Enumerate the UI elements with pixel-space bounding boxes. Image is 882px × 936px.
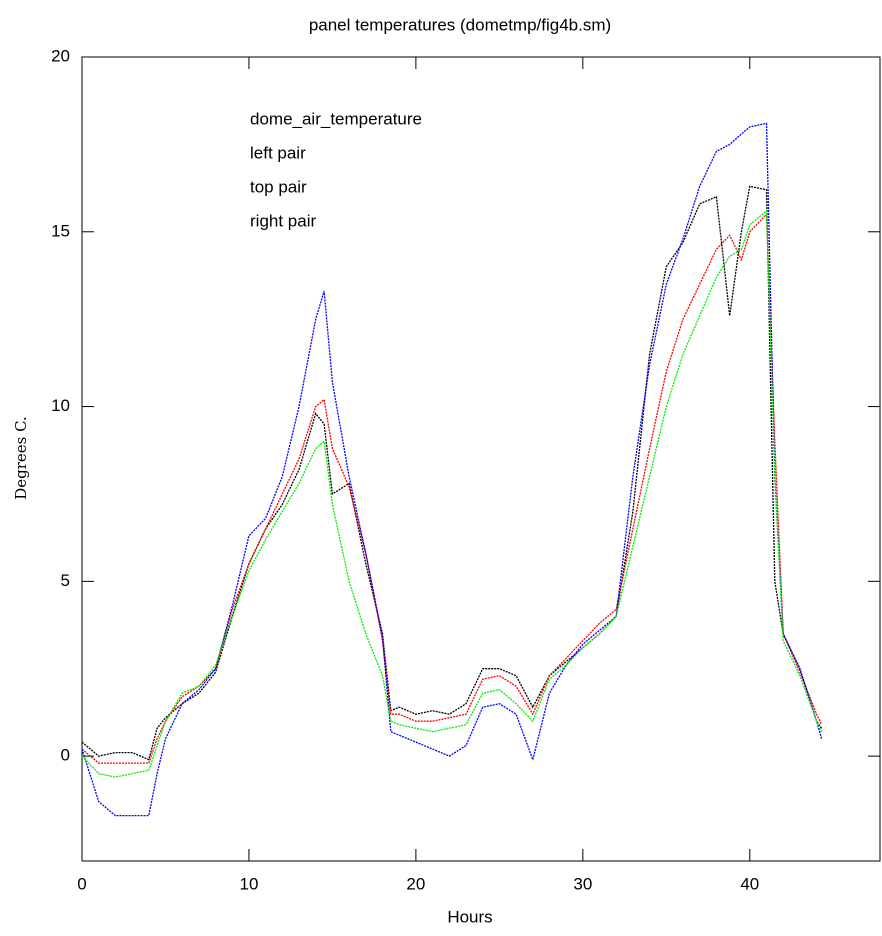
y-tick-label: 10 (51, 396, 70, 415)
x-axis-label: Hours (447, 907, 492, 926)
y-tick-label: 0 (61, 746, 70, 765)
legend-entry: top pair (250, 177, 307, 196)
chart-title: panel temperatures (dometmp/fig4b.sm) (309, 15, 611, 34)
y-tick-label: 20 (51, 46, 70, 65)
series-line (81, 122, 823, 817)
y-axis-label: Degrees C. (12, 416, 30, 500)
x-tick-label: 20 (406, 874, 425, 893)
x-tick-label: 10 (239, 874, 258, 893)
legend-entry: left pair (250, 143, 306, 162)
x-tick-label: 0 (77, 874, 86, 893)
series-line (81, 209, 823, 778)
legend-entry: dome_air_temperature (250, 109, 422, 128)
series-line (81, 185, 823, 761)
x-tick-label: 30 (573, 874, 592, 893)
x-tick-label: 40 (740, 874, 759, 893)
y-tick-label: 5 (61, 571, 70, 590)
series-line (81, 212, 823, 764)
plot-frame (81, 56, 881, 862)
legend-entry: right pair (250, 211, 316, 230)
y-tick-label: 15 (51, 221, 70, 240)
